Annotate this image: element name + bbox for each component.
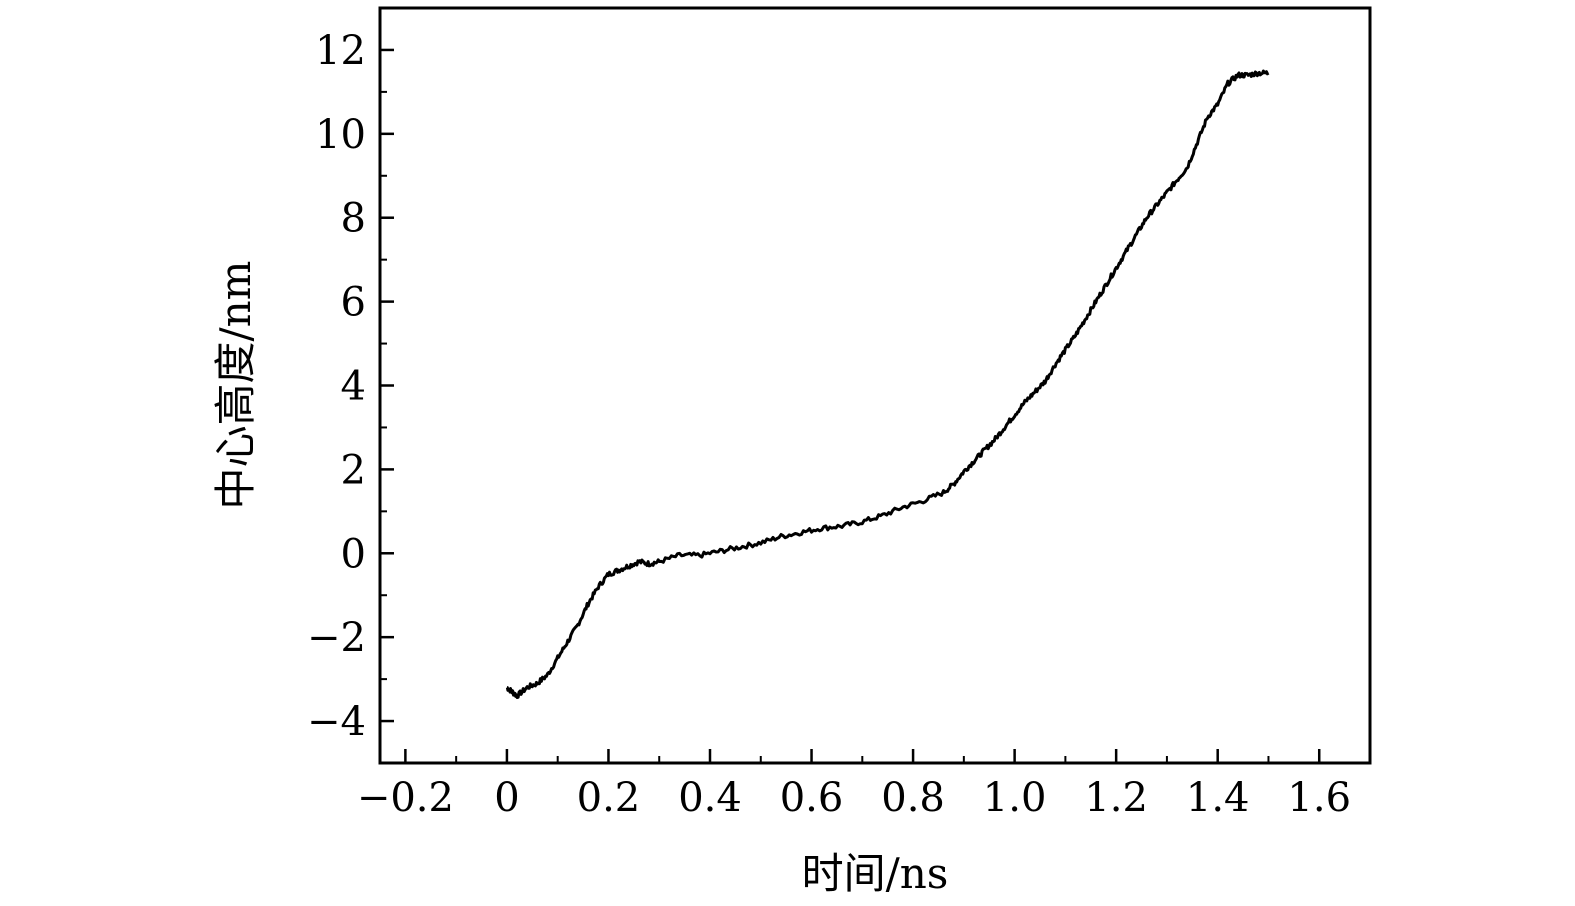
y-axis-ticks [380, 48, 394, 723]
series-line [505, 69, 1270, 699]
y-tick-label: −2 [307, 615, 366, 661]
plot-frame [378, 6, 1372, 765]
y-tick-label: 12 [315, 28, 366, 74]
x-tick-label: 0.8 [881, 775, 945, 821]
x-tick-label: 1.4 [1186, 775, 1250, 821]
x-axis-ticks [404, 749, 1321, 763]
y-tick-label: 0 [341, 531, 366, 577]
x-tick-label: 1.0 [983, 775, 1047, 821]
x-axis-tick-labels: −0.2 0 0.2 0.4 0.6 0.8 1.0 1.2 1.4 1.6 [357, 775, 1351, 821]
y-tick-label: 6 [341, 280, 366, 326]
x-tick-label: 0 [494, 775, 519, 821]
x-tick-label: 1.6 [1287, 775, 1351, 821]
y-tick-label: −4 [307, 699, 366, 745]
x-tick-label: 0.2 [577, 775, 641, 821]
y-axis-title: 中心高度/nm [211, 260, 260, 509]
x-tick-label: 0.6 [780, 775, 844, 821]
y-tick-label: 8 [341, 196, 366, 242]
y-axis-tick-labels: −4 −2 0 2 4 6 8 10 12 [307, 28, 366, 745]
x-tick-label: −0.2 [357, 775, 454, 821]
x-tick-label: 0.4 [678, 775, 742, 821]
y-tick-label: 10 [315, 112, 366, 158]
x-tick-label: 1.2 [1084, 775, 1148, 821]
y-tick-label: 4 [341, 364, 366, 410]
y-tick-label: 2 [341, 447, 366, 493]
x-axis-title: 时间/ns [802, 849, 949, 898]
